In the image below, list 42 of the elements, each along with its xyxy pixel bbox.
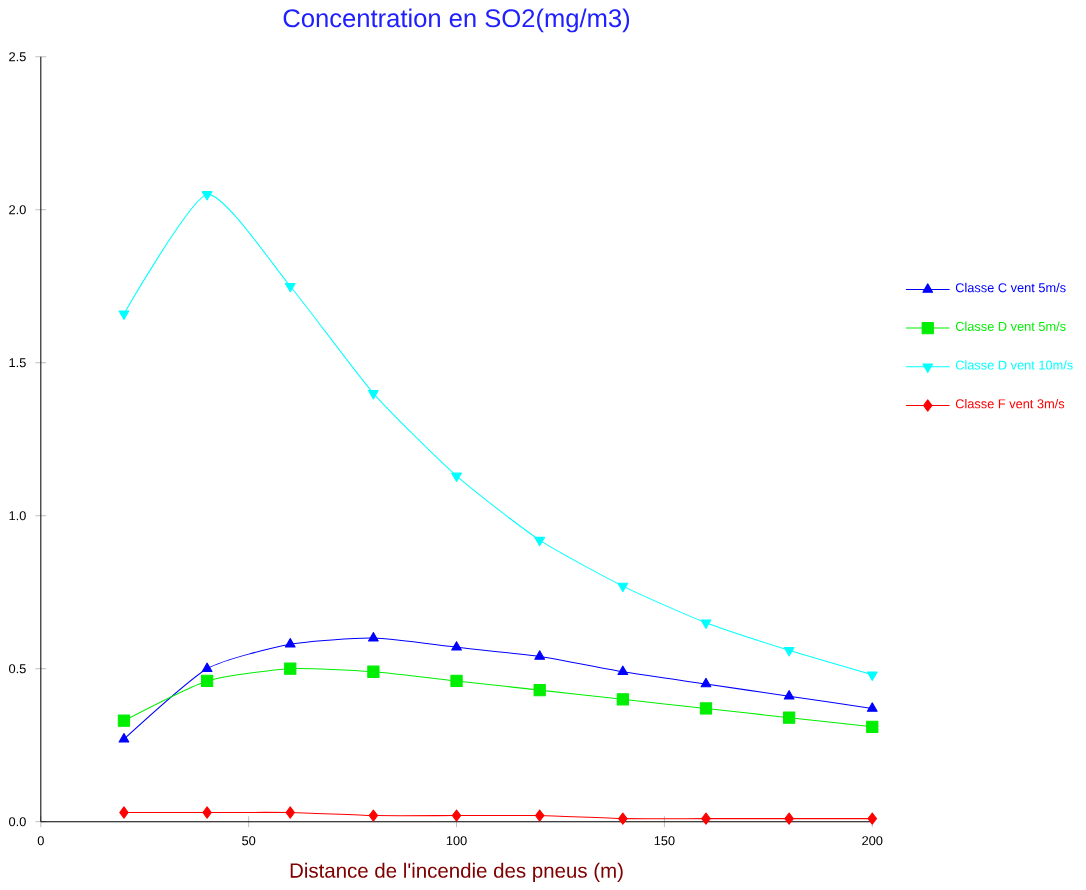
- point: [866, 720, 879, 733]
- point: [117, 714, 131, 727]
- point: [700, 677, 712, 688]
- point: [783, 689, 795, 700]
- point: [201, 662, 213, 672]
- point: [534, 650, 546, 660]
- point: [118, 310, 130, 320]
- point: [782, 711, 796, 724]
- point: [700, 619, 712, 629]
- point: [284, 662, 297, 675]
- point: [200, 674, 214, 687]
- point: [616, 692, 629, 706]
- point: [284, 637, 296, 648]
- point: [368, 809, 379, 822]
- x-axis-title: Distance de l'incendie des pneus (m): [290, 862, 623, 882]
- point: [368, 631, 379, 642]
- point: [451, 640, 462, 651]
- point: [451, 472, 462, 482]
- point: [201, 190, 213, 201]
- point: [617, 665, 629, 675]
- point: [368, 389, 379, 400]
- point: [783, 646, 795, 657]
- point: [367, 665, 380, 678]
- point: [202, 806, 212, 819]
- point: [617, 582, 629, 593]
- point: [699, 702, 713, 715]
- point: [866, 702, 878, 712]
- point: [450, 674, 463, 687]
- point: [701, 812, 711, 825]
- point: [618, 812, 628, 825]
- point: [867, 812, 877, 825]
- point: [784, 812, 794, 825]
- point: [118, 732, 130, 743]
- point: [866, 671, 878, 681]
- point: [285, 806, 295, 819]
- point: [534, 809, 545, 822]
- point: [533, 683, 546, 697]
- point: [534, 536, 546, 547]
- point: [284, 282, 296, 293]
- point: [451, 809, 462, 822]
- chart-title: Concentration en SO2(mg/m3): [283, 8, 630, 33]
- point: [119, 806, 129, 819]
